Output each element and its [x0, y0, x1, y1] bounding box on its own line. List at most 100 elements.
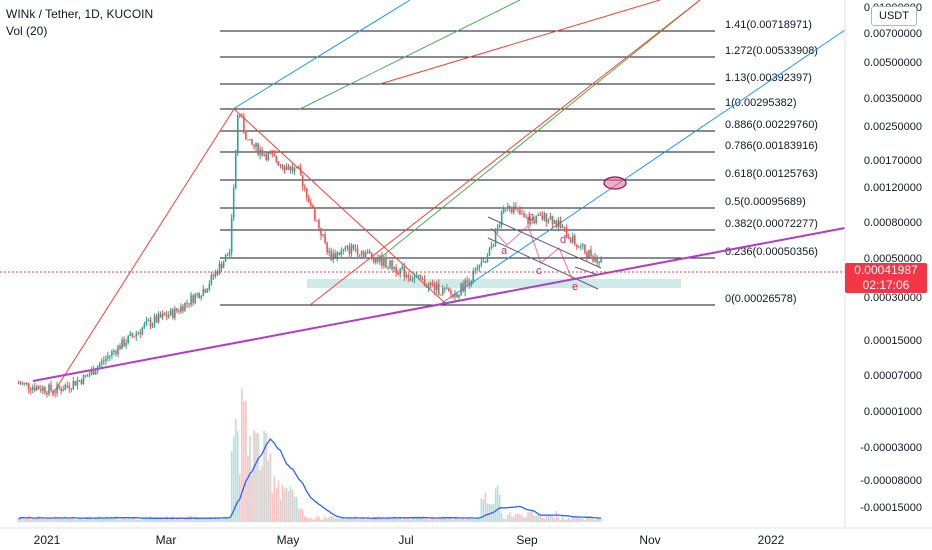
volume-bar [326, 518, 328, 522]
candle-body [411, 279, 414, 281]
volume-bar [60, 517, 62, 522]
volume-bar [163, 519, 166, 522]
volume-bar [580, 518, 582, 522]
volume-bar [350, 518, 353, 522]
candle-body [498, 225, 501, 228]
volume-bar [519, 514, 521, 522]
candle-body [529, 219, 531, 225]
price-tick-label: 0.00080000 [864, 217, 922, 229]
trend-line[interactable] [233, 108, 446, 304]
candle-body [523, 213, 525, 218]
volume-bar [127, 518, 129, 522]
candle-body [435, 283, 438, 291]
channel-line[interactable] [487, 216, 602, 269]
volume-bar [431, 516, 434, 522]
price-tick-label: 0.00250000 [864, 121, 922, 133]
candle-body [62, 389, 64, 392]
symbol-title[interactable]: WINk / Tether, 1D, KUCOIN [6, 7, 154, 21]
volume-bar [172, 516, 174, 522]
candle-body [249, 139, 251, 141]
trend-line[interactable] [299, 0, 521, 110]
candle-body [257, 143, 259, 155]
volume-bar [133, 517, 136, 522]
candle-body [592, 256, 594, 262]
trend-line[interactable] [379, 0, 661, 85]
volume-bar [395, 517, 397, 522]
candle-body [401, 266, 403, 269]
volume-bar [283, 488, 286, 522]
volume-bar [511, 516, 513, 522]
channel-line[interactable] [574, 266, 599, 276]
price-axis: 0.010000000.007000000.005000000.00350000… [844, 0, 922, 528]
wave-path[interactable] [490, 225, 573, 280]
candle-body [80, 380, 83, 385]
candle-body [354, 248, 357, 250]
candle-body [293, 168, 296, 172]
candle-body [450, 291, 452, 295]
volume-bar [358, 519, 361, 522]
volume-bar [119, 519, 121, 522]
volume-bar [468, 516, 470, 522]
candle-body [169, 309, 172, 316]
candle-body [186, 302, 188, 304]
candle-body [198, 293, 200, 299]
volume-bar [397, 518, 399, 522]
candle-body [224, 255, 227, 262]
candle-body [33, 387, 36, 391]
candle-body [46, 392, 48, 395]
candle-body [444, 288, 446, 290]
candle-body [90, 369, 93, 375]
price-tick-label: 0.00700000 [864, 28, 922, 40]
candle-body [472, 271, 475, 282]
volume-bar [234, 419, 237, 522]
channel-line[interactable] [487, 237, 599, 290]
volume-bar [169, 519, 172, 522]
volume-bar [407, 517, 410, 522]
volume-bar [243, 401, 245, 522]
candle-body [151, 324, 154, 327]
currency-button[interactable]: USDT [871, 6, 917, 26]
volume-bar [94, 517, 97, 522]
candle-body [513, 206, 515, 213]
candle-body [383, 257, 385, 266]
candle-body [446, 288, 448, 290]
candle-body [172, 309, 174, 318]
wave-label: e [572, 281, 578, 293]
volume-bar [466, 518, 468, 522]
candle-body [111, 351, 113, 356]
volume-bar [74, 519, 77, 522]
candle-body [94, 371, 97, 375]
trend-line[interactable] [32, 227, 846, 382]
volume-indicator-label[interactable]: Vol (20) [6, 24, 48, 38]
volume-bar [267, 461, 270, 522]
candle-body [102, 360, 105, 362]
candle-body [141, 327, 144, 334]
volume-bar [265, 433, 267, 522]
volume-bar [251, 474, 253, 522]
volume-bar [115, 516, 117, 522]
trend-line[interactable] [441, 29, 846, 304]
trend-line[interactable] [51, 108, 235, 396]
volume-bar [64, 516, 67, 522]
volume-bar [360, 516, 363, 522]
candle-body [275, 156, 278, 162]
trend-line[interactable] [379, 0, 701, 259]
volume-bar [80, 518, 83, 522]
candle-body [413, 277, 416, 280]
volume-bar [435, 519, 438, 522]
volume-bar [578, 516, 580, 522]
volume-bar [439, 516, 442, 522]
trend-line[interactable] [232, 0, 411, 110]
candle-body [541, 215, 544, 220]
candle-body [259, 149, 261, 155]
volume-bar [281, 485, 284, 522]
volume-bar [141, 519, 144, 522]
candle-body [238, 115, 241, 117]
volume-bar [84, 519, 87, 522]
candle-body [545, 213, 548, 222]
trend-line[interactable] [309, 0, 701, 306]
candle-body [291, 166, 294, 172]
candle-body [86, 375, 89, 377]
volume-bar [322, 519, 324, 522]
